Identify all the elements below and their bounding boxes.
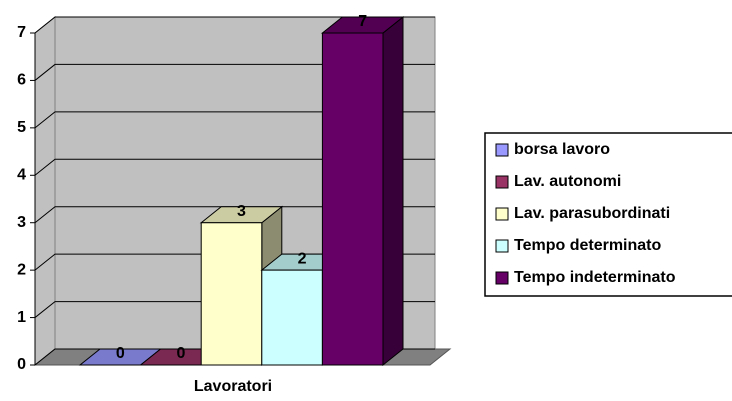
legend-swatch: [495, 239, 509, 253]
legend-box: [484, 132, 732, 297]
legend-label: borsa lavoro: [514, 141, 610, 158]
legend-label: Lav. autonomi: [514, 173, 621, 190]
y-tick-label: 7: [17, 24, 26, 41]
bar: [320, 15, 405, 367]
value-label: 0: [116, 345, 125, 362]
grid-line: [34, 111, 435, 129]
legend-label: Lav. parasubordinati: [514, 205, 670, 222]
side-wall: [34, 15, 56, 367]
bar-front: [200, 222, 263, 366]
y-tick-label: 5: [17, 119, 26, 136]
legend-label: Tempo determinato: [514, 237, 662, 254]
y-tick-label: 6: [17, 72, 26, 89]
legend-swatch: [495, 271, 509, 285]
grid-line: [34, 158, 435, 176]
grid-line: [34, 63, 435, 81]
value-label: 3: [237, 203, 246, 220]
bar-front: [321, 32, 384, 366]
bar-front: [261, 269, 323, 366]
legend-swatch: [495, 143, 509, 157]
grid-line: [34, 206, 435, 224]
value-label: 0: [176, 345, 185, 362]
y-tick-label: 3: [17, 214, 26, 231]
value-label: 2: [298, 250, 307, 267]
y-tick-label: 1: [17, 309, 26, 326]
value-label: 7: [358, 13, 367, 30]
legend-swatch: [495, 175, 509, 189]
y-tick-label: 4: [17, 167, 26, 184]
grid-line: [34, 16, 435, 34]
legend-label: Tempo indeterminato: [514, 269, 676, 286]
x-tick-label: Lavoratori: [194, 378, 272, 395]
bar-side: [382, 15, 404, 367]
legend-swatch: [495, 207, 509, 221]
y-tick-label: 0: [17, 356, 26, 373]
y-tick-label: 2: [17, 261, 26, 278]
